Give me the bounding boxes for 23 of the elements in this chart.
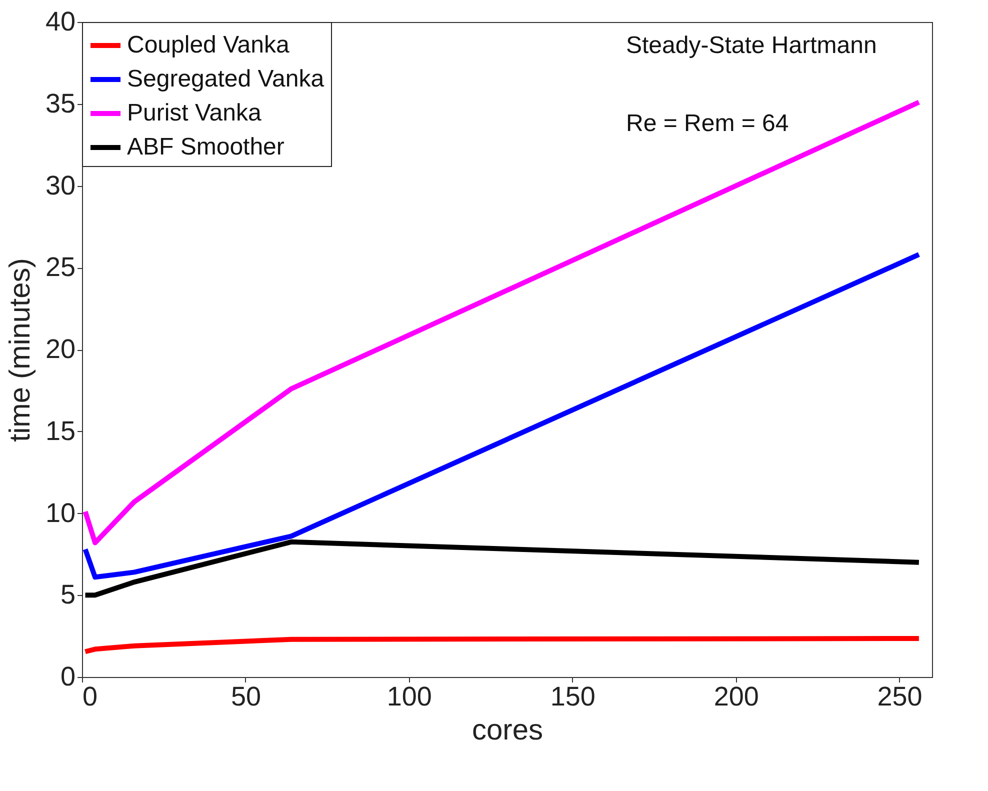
y-tick-label: 35 [45,88,76,118]
y-tick-label: 5 [60,580,76,610]
x-tick-label: 0 [82,682,98,712]
y-tick-label: 0 [60,662,76,692]
legend-label: Segregated Vanka [127,66,325,92]
y-tick-label: 15 [45,416,76,446]
x-tick-label: 250 [877,682,922,712]
annotation: Steady-State Hartmann [626,32,877,59]
x-tick-label: 50 [230,682,261,712]
x-tick-label: 150 [550,682,596,712]
x-axis-title: cores [472,714,543,746]
y-axis-title: time (minutes) [4,258,36,442]
x-tick-label: 100 [386,682,432,712]
legend-label: ABF Smoother [127,134,284,160]
y-tick-label: 25 [45,252,76,282]
y-tick-label: 20 [45,334,76,364]
y-tick-label: 40 [45,6,76,36]
legend-label: Coupled Vanka [127,32,290,58]
x-tick-label: 200 [714,682,759,712]
legend-label: Purist Vanka [127,100,262,126]
y-tick-label: 30 [45,170,76,200]
y-tick-label: 10 [45,498,76,528]
annotation: Re = Rem = 64 [626,110,789,137]
